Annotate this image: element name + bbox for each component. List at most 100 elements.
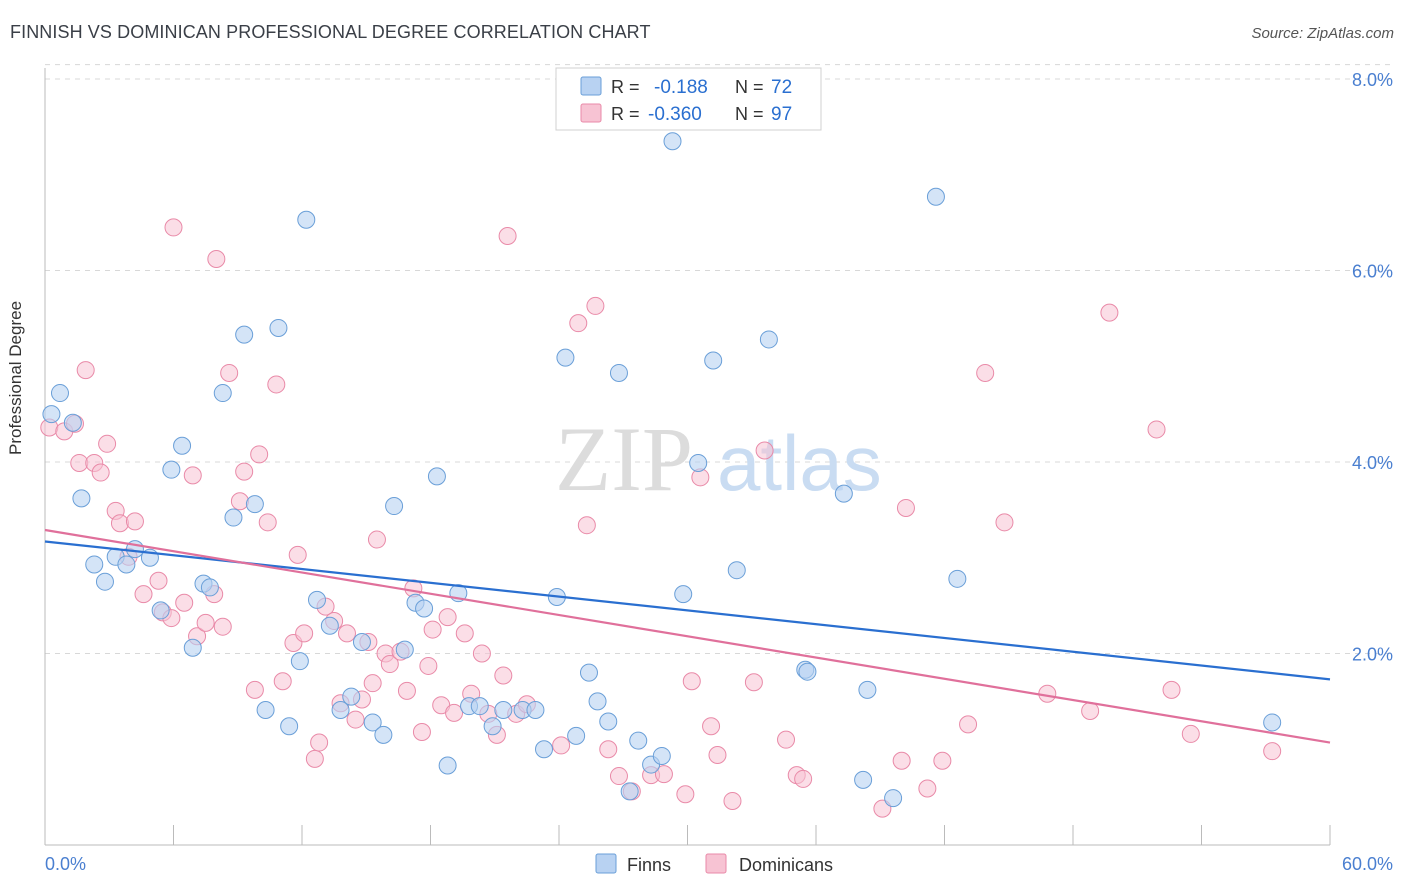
- dominicans-point: [498, 227, 517, 246]
- legend-dom-n-label: N =: [735, 104, 764, 124]
- dominicans-points: [40, 218, 1282, 818]
- legend-dom-n-value: 97: [771, 104, 792, 125]
- dominicans-point: [267, 375, 286, 394]
- dominicans-point: [896, 498, 915, 517]
- y-tick-label: 6.0%: [1352, 262, 1393, 282]
- finns-point: [727, 561, 746, 580]
- finns-point: [689, 453, 708, 472]
- dominicans-point: [423, 620, 442, 639]
- dominicans-point: [577, 516, 596, 535]
- dominicans-point: [346, 710, 365, 729]
- dominicans-point: [892, 751, 911, 770]
- dominicans-point: [552, 736, 571, 755]
- finns-point: [95, 572, 114, 591]
- dominicans-point: [755, 441, 774, 460]
- dominicans-point: [230, 492, 249, 511]
- dominicans-point: [654, 765, 673, 784]
- dominicans-point: [1147, 420, 1166, 439]
- finns-point: [415, 599, 434, 618]
- tick-labels: 2.0% 4.0% 6.0% 8.0% 0.0% 60.0%: [45, 70, 1393, 874]
- finns-point: [151, 601, 170, 620]
- finns-point: [759, 330, 778, 349]
- finns-point: [926, 187, 945, 206]
- dominicans-point: [494, 666, 513, 685]
- dominicans-point: [1162, 680, 1181, 699]
- y-tick-label: 2.0%: [1352, 645, 1393, 665]
- finns-point: [85, 555, 104, 574]
- dominicans-point: [310, 733, 329, 752]
- dominicans-point: [1081, 701, 1100, 720]
- legend-dom-r-value: -0.360: [648, 104, 702, 125]
- finns-point: [63, 413, 82, 432]
- dominicans-point: [367, 530, 386, 549]
- dominicans-point: [273, 672, 292, 691]
- dominicans-point: [220, 363, 239, 382]
- finns-point: [162, 460, 181, 479]
- dominicans-point: [363, 674, 382, 693]
- finns-point: [629, 731, 648, 750]
- finns-point: [599, 712, 618, 731]
- dominicans-point: [918, 779, 937, 798]
- finns-point: [256, 700, 275, 719]
- dominicans-point: [245, 680, 264, 699]
- legend-finns-r-value: -0.188: [654, 77, 708, 98]
- dominicans-point: [134, 585, 153, 604]
- finns-point: [213, 384, 232, 403]
- dominicans-point: [744, 673, 763, 692]
- dominicans-point: [1100, 303, 1119, 322]
- legend-top: R = -0.188 N = 72 R = -0.360 N = 97: [555, 67, 822, 131]
- finns-point: [834, 484, 853, 503]
- dominicans-point: [397, 681, 416, 700]
- dominicans-point: [305, 749, 324, 768]
- dominicans-point: [976, 363, 995, 382]
- dominicans-point: [723, 791, 742, 810]
- dominicans-point: [412, 723, 431, 742]
- dominicans-point: [250, 445, 269, 464]
- finns-point: [385, 497, 404, 516]
- finns-point: [438, 756, 457, 775]
- finns-point: [235, 325, 254, 344]
- dominicans-point: [213, 617, 232, 636]
- dominicans-point: [472, 644, 491, 663]
- dominicans-point: [569, 314, 588, 333]
- dominicans-point: [702, 717, 721, 736]
- finns-point: [483, 717, 502, 736]
- finns-point: [579, 663, 598, 682]
- finns-point: [320, 616, 339, 635]
- finns-point: [245, 495, 264, 514]
- dominicans-point: [175, 593, 194, 612]
- finns-point: [117, 555, 136, 574]
- finns-point: [556, 348, 575, 367]
- dominicans-point: [258, 513, 277, 532]
- legend-finns-n-label: N =: [735, 77, 764, 97]
- dominicans-point: [196, 613, 215, 632]
- dominicans-point: [1181, 724, 1200, 743]
- dominicans-point: [873, 799, 892, 818]
- dominicans-point: [149, 571, 168, 590]
- finns-point: [297, 210, 316, 229]
- dominicans-point: [380, 655, 399, 674]
- legend-finns-n-value: 72: [771, 77, 792, 98]
- legend-dom-r-label: R =: [611, 104, 640, 124]
- legend-bottom-dom-label: Dominicans: [739, 855, 833, 875]
- finns-points: [42, 132, 1282, 808]
- finns-point: [588, 692, 607, 711]
- dominicans-point: [207, 250, 226, 269]
- dominicans-point: [164, 218, 183, 237]
- finns-point: [858, 680, 877, 699]
- dominicans-point: [933, 751, 952, 770]
- legend-finns-r-label: R =: [611, 77, 640, 97]
- source-note: Source: ZipAtlas.com: [1251, 25, 1394, 42]
- finns-point: [72, 489, 91, 508]
- finns-point: [704, 351, 723, 370]
- trend-lines: [44, 528, 1331, 744]
- dominicans-point: [959, 715, 978, 734]
- dominicans-point: [288, 545, 307, 564]
- dominicans-point: [599, 740, 618, 759]
- watermark-zip: ZIP: [555, 408, 693, 510]
- finns-point: [854, 770, 873, 789]
- dominicans-point: [609, 767, 628, 786]
- dominicans-point: [125, 512, 144, 531]
- dominicans-point: [337, 624, 356, 643]
- finns-point: [427, 467, 446, 486]
